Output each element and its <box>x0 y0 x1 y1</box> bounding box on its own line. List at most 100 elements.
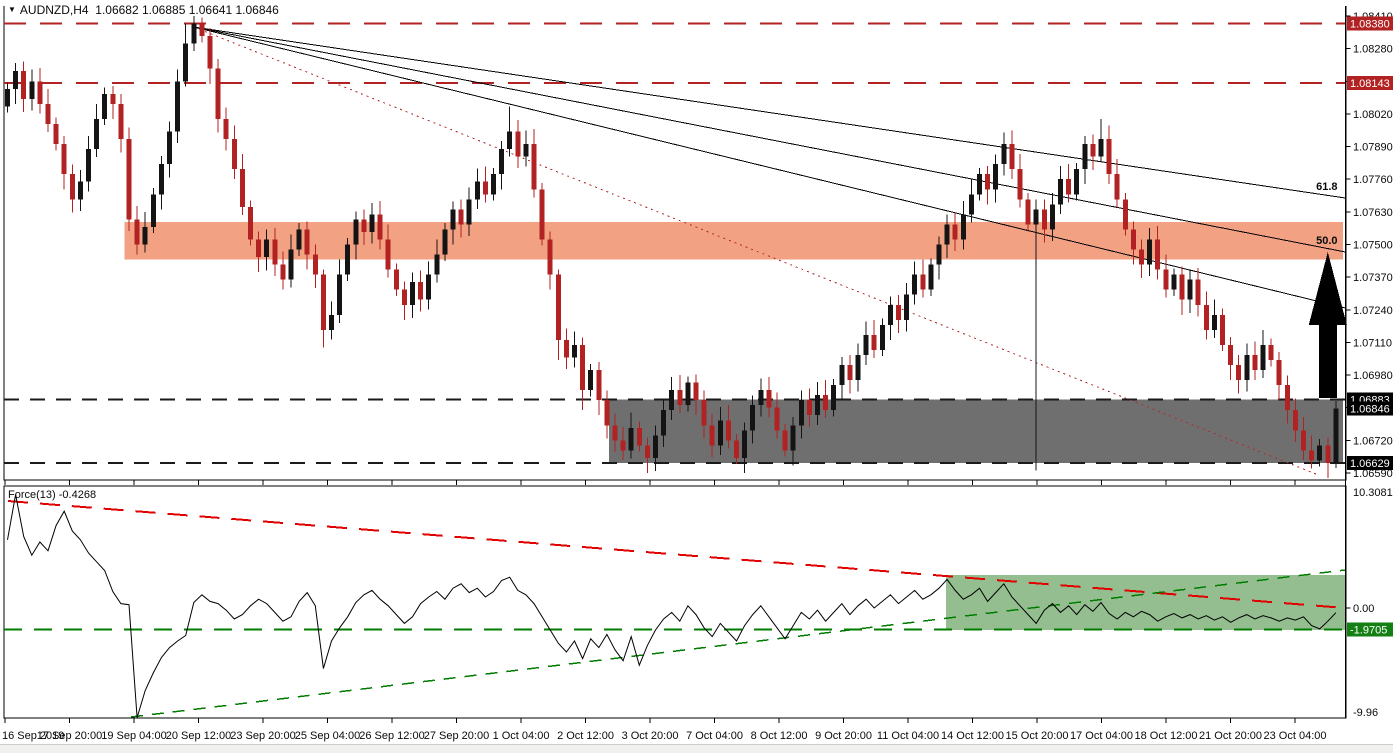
candle-body <box>231 139 237 170</box>
candle-body <box>847 365 853 381</box>
candle-body <box>1203 304 1209 330</box>
candle-body <box>167 131 172 165</box>
candle-body <box>1236 365 1242 381</box>
candle-body <box>855 354 861 381</box>
candle-body <box>353 219 359 245</box>
candle-body <box>150 194 156 227</box>
ohlc-close: 1.06846 <box>235 3 279 17</box>
candle-body <box>960 214 966 240</box>
candle-body <box>1333 408 1339 463</box>
date-label: 2 Oct 12:00 <box>557 730 614 742</box>
candle-body <box>831 385 837 411</box>
resistance-price-label-box <box>1347 76 1393 91</box>
candle-body <box>734 440 739 458</box>
price-tick-label: 1.06590 <box>1353 468 1393 480</box>
candle-body <box>725 420 731 441</box>
candle-body <box>758 390 764 406</box>
price-tick-label: 1.07630 <box>1353 207 1393 219</box>
force-rising-trendline[interactable] <box>130 569 1346 718</box>
candle-body <box>790 425 796 451</box>
date-label: 19 Sep 04:00 <box>101 730 166 742</box>
date-label: 9 Oct 20:00 <box>815 730 872 742</box>
candle-body <box>1025 199 1031 225</box>
candle-body <box>215 68 221 119</box>
candle-body <box>1317 445 1323 461</box>
candle-body <box>304 229 310 255</box>
chart-symbol-timeframe: AUDNZD,H4 <box>19 3 89 17</box>
candle-body <box>928 264 934 290</box>
candle-body <box>1163 269 1169 290</box>
up-arrow[interactable] <box>1308 252 1347 398</box>
chart-title: ▼ AUDNZD,H4 1.06682 1.06885 1.06641 1.068… <box>8 3 279 17</box>
candle-body <box>555 274 561 340</box>
candle-body <box>709 425 715 446</box>
candle-body <box>1082 144 1088 170</box>
candle-body <box>572 344 577 358</box>
candle-body <box>102 93 108 119</box>
candle-body <box>815 395 820 416</box>
candle-body <box>21 71 27 99</box>
fib-fan-ray-2[interactable] <box>193 26 1346 253</box>
candle-body <box>385 239 391 270</box>
candle-body <box>701 400 707 426</box>
force-support-label: -1.9705 <box>1350 625 1387 637</box>
fib-fan-ray-3[interactable] <box>193 26 1346 309</box>
candle-body <box>418 282 424 300</box>
candle-body <box>1033 209 1039 225</box>
candle-body <box>604 400 610 426</box>
candle-body <box>329 314 334 330</box>
candle-body <box>410 282 415 305</box>
candle-body <box>896 304 901 320</box>
candle-body <box>588 370 594 391</box>
descending-dotted-trendline[interactable] <box>193 26 1320 476</box>
candle-body <box>482 181 488 195</box>
candle-body <box>677 390 683 406</box>
candle-body <box>1122 199 1128 230</box>
candle-body <box>1074 169 1080 195</box>
candle-body <box>1244 354 1250 381</box>
candle-body <box>750 405 756 431</box>
candle-body <box>426 274 432 300</box>
demand-zone[interactable] <box>608 399 1343 464</box>
candle-body <box>393 269 399 290</box>
date-label: 7 Oct 04:00 <box>686 730 743 742</box>
date-label: 20 Sep 12:00 <box>166 730 231 742</box>
candle-body <box>29 81 35 99</box>
price-tick-label: 1.07890 <box>1353 142 1393 154</box>
candle-body <box>264 239 270 258</box>
candle-body <box>580 344 586 391</box>
candle-body <box>1017 169 1023 200</box>
candle-body <box>1058 179 1063 205</box>
candle-body <box>620 440 626 451</box>
candle-body <box>191 23 197 44</box>
force-max-label: 10.3081 <box>1353 487 1393 499</box>
candle-body <box>280 264 286 280</box>
fib-fan-ray-1[interactable] <box>193 26 1346 199</box>
price-label: 1.06629 <box>1350 458 1390 470</box>
candle-body <box>1049 204 1055 230</box>
candle-body <box>499 149 505 175</box>
ohlc-open: 1.06682 <box>95 3 139 17</box>
candle-body <box>1268 344 1274 360</box>
price-tick-label: 1.08280 <box>1353 44 1393 56</box>
candle-body <box>134 219 140 245</box>
date-label: 21 Oct 20:00 <box>1199 730 1262 742</box>
candle-body <box>126 139 132 220</box>
candle-body <box>69 174 75 200</box>
candle-body <box>1106 139 1112 175</box>
candle-body <box>296 229 302 250</box>
ohlc-low: 1.06641 <box>188 3 233 17</box>
candle-body <box>442 229 448 255</box>
price-tick-label: 1.07240 <box>1353 305 1393 317</box>
date-label: 23 Sep 20:00 <box>230 730 295 742</box>
candle-body <box>158 164 164 195</box>
candle-body <box>345 244 351 275</box>
candle-body <box>1147 239 1153 265</box>
candle-body <box>904 294 910 320</box>
symbol-dropdown-icon[interactable]: ▼ <box>8 5 16 14</box>
candle-body <box>1114 174 1120 200</box>
candle-body <box>742 430 748 458</box>
candle-body <box>968 194 974 215</box>
